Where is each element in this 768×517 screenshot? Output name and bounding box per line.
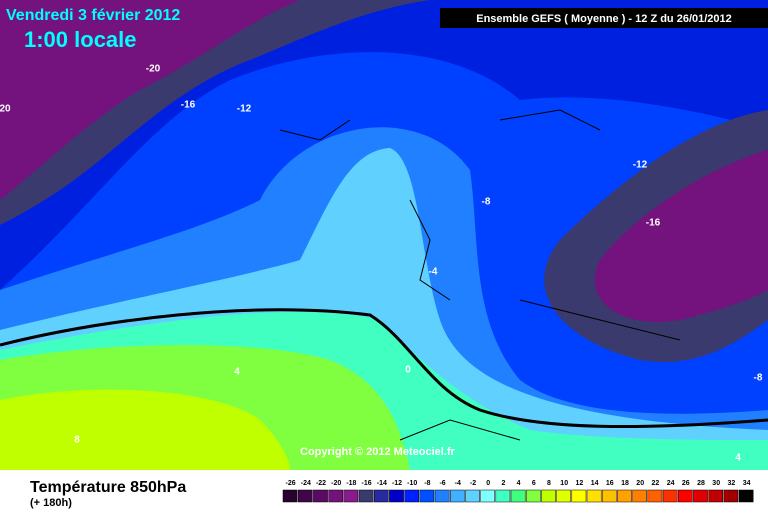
legend-label: -4 bbox=[455, 480, 461, 487]
legend-swatch bbox=[343, 489, 359, 503]
legend-label: -18 bbox=[346, 480, 356, 487]
contour-label: -20 bbox=[146, 64, 161, 75]
legend-swatch bbox=[601, 489, 617, 503]
date-label: Vendredi 3 février 2012 bbox=[6, 7, 180, 24]
coastline bbox=[279, 109, 681, 441]
legend-swatch bbox=[373, 489, 389, 503]
contour-label: 20 bbox=[0, 104, 11, 115]
copyright: Copyright © 2012 Meteociel.fr bbox=[300, 446, 456, 458]
legend-swatch bbox=[313, 489, 328, 503]
legend-swatch bbox=[434, 489, 450, 503]
run-label: Ensemble GEFS ( Moyenne ) - 12 Z du 26/0… bbox=[476, 13, 732, 25]
legend-swatch bbox=[617, 489, 632, 503]
legend: -26 -24 -22 -20 -18 -16 -14 -12 -10 -8 -6 -4 -2 0 2 4 6 8… bbox=[282, 480, 754, 503]
warm-zone bbox=[0, 389, 290, 470]
legend-swatch bbox=[556, 489, 572, 503]
legend-label: 6 bbox=[532, 480, 536, 487]
legend-swatch bbox=[723, 489, 739, 503]
legend-swatch bbox=[525, 489, 541, 503]
legend-label: 4 bbox=[517, 480, 521, 487]
contour-label: -12 bbox=[633, 160, 648, 171]
legend-label: 0 bbox=[486, 480, 490, 487]
legend-swatch bbox=[404, 489, 420, 503]
legend-swatch bbox=[358, 489, 374, 503]
cold-zone bbox=[0, 0, 300, 200]
legend-swatch bbox=[282, 489, 298, 503]
contour-label: 0 bbox=[405, 365, 411, 376]
legend-label: -24 bbox=[301, 480, 311, 487]
legend-label: -14 bbox=[377, 480, 387, 487]
contour-label: 4 bbox=[234, 367, 240, 378]
legend-label: 10 bbox=[560, 480, 568, 487]
zero-isotherm bbox=[0, 308, 768, 429]
legend-swatch bbox=[708, 489, 724, 503]
legend-swatch bbox=[677, 489, 693, 503]
legend-swatch bbox=[297, 489, 313, 503]
legend-swatch bbox=[662, 489, 678, 503]
contour-label: -16 bbox=[181, 100, 196, 111]
legend-label: 2 bbox=[501, 480, 505, 487]
legend-swatch bbox=[495, 489, 511, 503]
legend-label: 22 bbox=[652, 480, 660, 487]
legend-label: 28 bbox=[697, 480, 705, 487]
legend-label: 16 bbox=[606, 480, 614, 487]
legend-swatch bbox=[541, 489, 556, 503]
legend-swatch bbox=[328, 489, 344, 503]
legend-label: 26 bbox=[682, 480, 690, 487]
contour-label: -8 bbox=[754, 373, 763, 384]
legend-label: 32 bbox=[728, 480, 736, 487]
run-box bbox=[440, 8, 768, 28]
contour-label: -16 bbox=[646, 218, 661, 229]
legend-swatch bbox=[586, 489, 602, 503]
legend-swatch bbox=[389, 489, 404, 503]
legend-label: 30 bbox=[712, 480, 720, 487]
legend-label: -22 bbox=[316, 480, 326, 487]
legend-label: 20 bbox=[636, 480, 644, 487]
footer-lead: (+ 180h) bbox=[30, 497, 72, 509]
legend-swatch bbox=[738, 489, 754, 503]
legend-swatch bbox=[632, 489, 648, 503]
contour-label: 4 bbox=[735, 453, 741, 464]
contour-label: -4 bbox=[429, 267, 438, 278]
legend-label: -8 bbox=[424, 480, 430, 487]
legend-label: 18 bbox=[621, 480, 629, 487]
legend-label: -26 bbox=[286, 480, 296, 487]
legend-label: -20 bbox=[331, 480, 341, 487]
legend-swatch bbox=[465, 489, 480, 503]
legend-label: -12 bbox=[392, 480, 402, 487]
time-label: 1:00 locale bbox=[24, 27, 137, 52]
legend-label: 24 bbox=[667, 480, 675, 487]
legend-swatch bbox=[647, 489, 663, 503]
contour-label: -8 bbox=[482, 197, 491, 208]
legend-swatch bbox=[693, 489, 708, 503]
legend-label: 34 bbox=[743, 480, 751, 487]
legend-label: -16 bbox=[362, 480, 372, 487]
legend-label: -6 bbox=[439, 480, 445, 487]
footer-title: Température 850hPa bbox=[30, 479, 186, 496]
contour-label: 8 bbox=[74, 435, 80, 446]
legend-swatch bbox=[480, 489, 496, 503]
contour-label: -12 bbox=[237, 104, 252, 115]
legend-label: 12 bbox=[576, 480, 584, 487]
legend-label: -10 bbox=[407, 480, 417, 487]
legend-swatch bbox=[510, 489, 526, 503]
cold-zone bbox=[594, 150, 768, 322]
legend-label: -2 bbox=[470, 480, 476, 487]
legend-label: 8 bbox=[547, 480, 551, 487]
legend-label: 14 bbox=[591, 480, 599, 487]
legend-swatch bbox=[419, 489, 435, 503]
legend-swatch bbox=[571, 489, 587, 503]
legend-swatch bbox=[449, 489, 465, 503]
